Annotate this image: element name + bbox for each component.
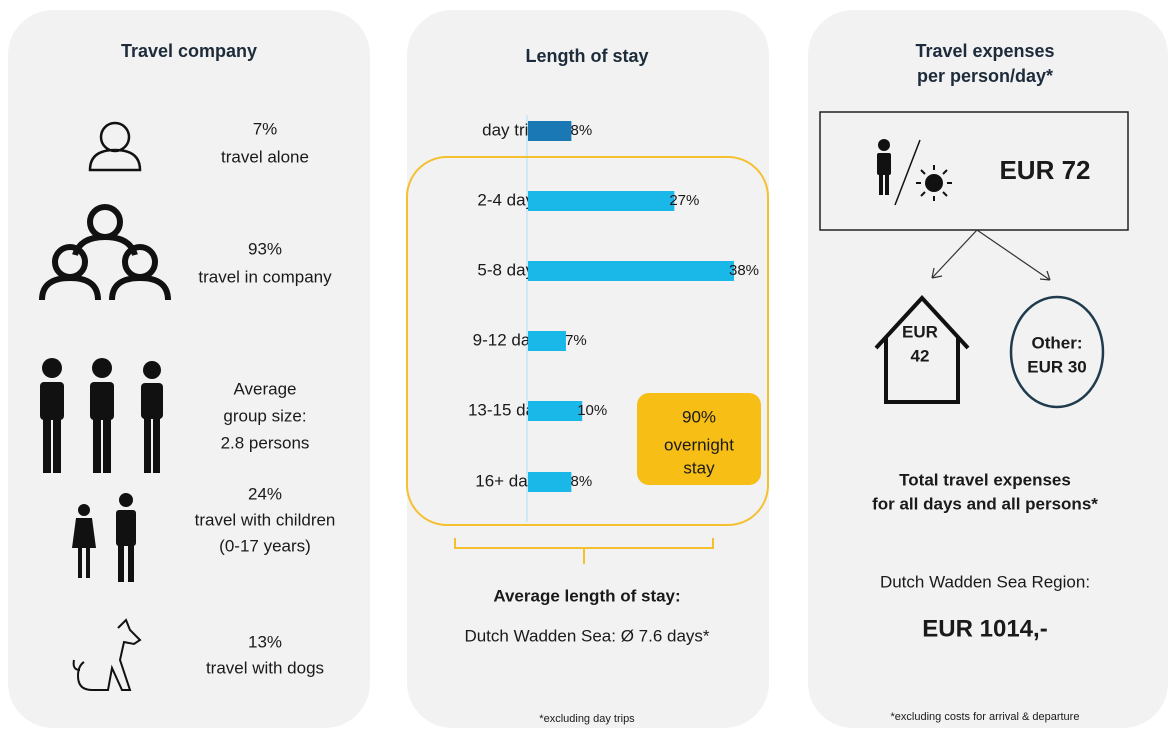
company-text: travel alone xyxy=(221,147,309,166)
annotation-box xyxy=(637,393,761,485)
panel xyxy=(8,10,370,728)
panel-title: per person/day* xyxy=(917,66,1053,86)
bar xyxy=(528,191,675,211)
value-label: 8% xyxy=(571,122,593,139)
other-ellipse xyxy=(1009,295,1105,409)
company-text: Average xyxy=(233,379,296,398)
panel xyxy=(808,10,1168,728)
panel-title: Travel expenses xyxy=(915,41,1054,61)
category-label: 5-8 days xyxy=(477,260,542,279)
icon-group xyxy=(40,358,163,473)
value-label: 27% xyxy=(669,192,699,209)
annotation: 90% xyxy=(682,407,716,426)
annotation: overnight xyxy=(664,435,734,454)
panel-title: Travel company xyxy=(121,41,257,61)
icon-person-day xyxy=(877,139,952,206)
icon-dog xyxy=(72,618,142,691)
company-text: travel with dogs xyxy=(206,658,324,677)
bar xyxy=(528,121,572,141)
icon-alone xyxy=(88,121,142,172)
company-text: 2.8 persons xyxy=(221,433,310,452)
company-text: 93% xyxy=(248,239,282,258)
total-title: for all days and all persons* xyxy=(872,494,1098,513)
company-text: 24% xyxy=(248,484,282,503)
summary: Dutch Wadden Sea: Ø 7.6 days* xyxy=(464,626,709,645)
value-label: 7% xyxy=(565,332,587,349)
footnote: *excluding day trips xyxy=(539,713,635,725)
bar xyxy=(528,401,583,421)
company-text: (0-17 years) xyxy=(219,536,311,555)
bar xyxy=(528,331,566,351)
other: EUR 30 xyxy=(1027,357,1087,376)
panel-title: Length of stay xyxy=(525,46,648,66)
bar xyxy=(528,472,572,492)
other: Other: xyxy=(1032,333,1083,352)
per-day-box xyxy=(819,111,1129,231)
footnote: *excluding costs for arrival & departure xyxy=(891,711,1080,723)
icon-house xyxy=(874,295,970,404)
company-text: 13% xyxy=(248,632,282,651)
value-label: 10% xyxy=(577,402,607,419)
category-label: 16+ days xyxy=(475,471,544,490)
bar xyxy=(528,261,734,281)
icon-children xyxy=(72,493,136,582)
bracket xyxy=(454,538,714,564)
category-label: 2-4 days xyxy=(477,190,542,209)
per-day: EUR 72 xyxy=(999,155,1090,185)
value-label: 38% xyxy=(729,262,759,279)
overnight-frame xyxy=(406,156,769,526)
accommodation: EUR xyxy=(902,322,938,341)
total-title: Total travel expenses xyxy=(899,470,1071,489)
summary-title: Average length of stay: xyxy=(493,586,680,605)
company-text: travel with children xyxy=(195,510,336,529)
panel xyxy=(407,10,769,728)
value-label: 8% xyxy=(571,473,593,490)
category-label: day trip xyxy=(482,120,538,139)
total: EUR 1014,- xyxy=(922,615,1047,642)
company-text: group size: xyxy=(223,406,306,425)
region: Dutch Wadden Sea Region: xyxy=(880,572,1090,591)
icon-company xyxy=(39,204,171,301)
company-text: travel in company xyxy=(198,267,332,286)
company-text: 7% xyxy=(253,119,278,138)
accommodation: 42 xyxy=(911,346,930,365)
arrows xyxy=(931,229,1051,281)
annotation: stay xyxy=(683,458,715,477)
